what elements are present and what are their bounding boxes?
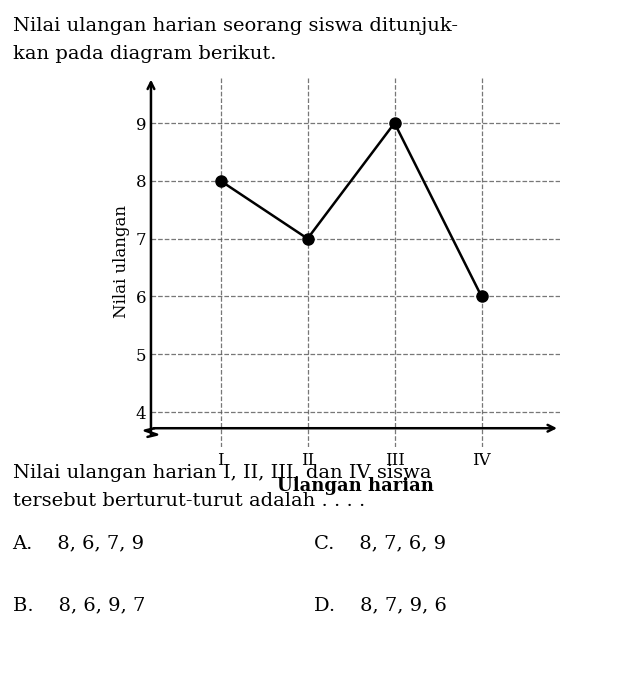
Text: D.    8, 7, 9, 6: D. 8, 7, 9, 6 <box>314 597 447 615</box>
Text: Nilai ulangan harian seorang siswa ditunjuk-: Nilai ulangan harian seorang siswa ditun… <box>13 17 457 36</box>
Text: B.    8, 6, 9, 7: B. 8, 6, 9, 7 <box>13 597 145 615</box>
Text: tersebut berturut-turut adalah . . . .: tersebut berturut-turut adalah . . . . <box>13 492 365 510</box>
Text: kan pada diagram berikut.: kan pada diagram berikut. <box>13 45 276 64</box>
Y-axis label: Nilai ulangan: Nilai ulangan <box>113 205 130 318</box>
Text: A.    8, 6, 7, 9: A. 8, 6, 7, 9 <box>13 534 145 552</box>
X-axis label: Ulangan harian: Ulangan harian <box>277 477 434 495</box>
Text: Nilai ulangan harian I, II, III, dan IV siswa: Nilai ulangan harian I, II, III, dan IV … <box>13 464 431 482</box>
Text: C.    8, 7, 6, 9: C. 8, 7, 6, 9 <box>314 534 447 552</box>
